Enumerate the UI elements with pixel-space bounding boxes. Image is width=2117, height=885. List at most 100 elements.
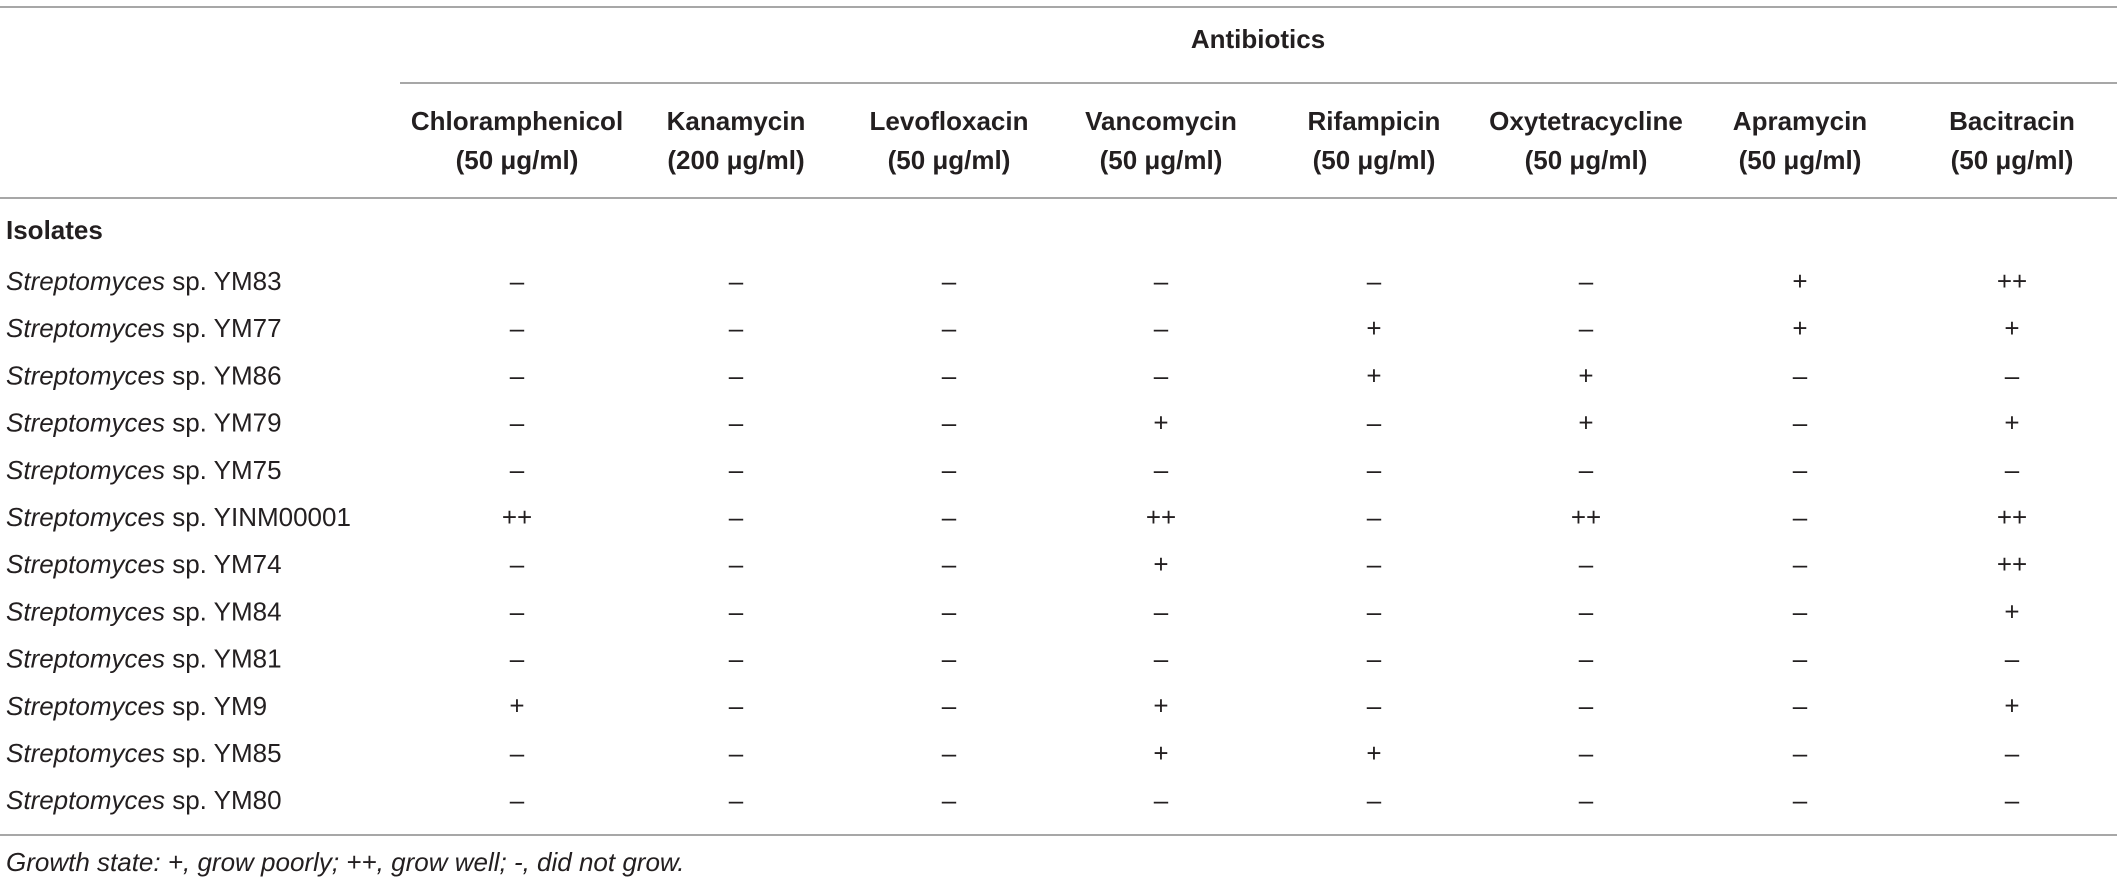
growth-cell: – <box>729 785 744 815</box>
growth-cell: – <box>1579 455 1594 485</box>
growth-cell: – <box>510 738 525 768</box>
growth-cell: – <box>942 691 957 721</box>
strain: sp. YM84 <box>172 596 281 626</box>
growth-cell: – <box>1367 455 1382 485</box>
growth-cell: – <box>510 596 525 626</box>
isolate-name: Streptomyces sp. YM74 <box>6 549 282 579</box>
column-dose: (50 μg/ml) <box>1100 145 1223 175</box>
growth-cell: – <box>1367 596 1382 626</box>
growth-cell: ++ <box>1571 502 1601 532</box>
growth-cell: – <box>729 738 744 768</box>
genus: Streptomyces <box>6 738 165 768</box>
growth-cell: – <box>1579 596 1594 626</box>
growth-cell: – <box>1579 785 1594 815</box>
growth-cell: – <box>942 455 957 485</box>
column-name: Kanamycin <box>667 106 806 136</box>
growth-cell: ++ <box>1997 549 2027 579</box>
growth-cell: – <box>510 360 525 390</box>
strain: sp. YM77 <box>172 313 281 343</box>
growth-cell: – <box>1793 502 1808 532</box>
footnote: Growth state: +, grow poorly; ++, grow w… <box>6 847 684 877</box>
growth-cell: – <box>729 549 744 579</box>
growth-cell: – <box>729 360 744 390</box>
growth-cell: – <box>1793 738 1808 768</box>
growth-cell: – <box>729 455 744 485</box>
growth-cell: – <box>942 596 957 626</box>
growth-cell: – <box>510 266 525 296</box>
growth-cell: – <box>1154 313 1169 343</box>
growth-cell: ++ <box>502 502 532 532</box>
isolate-name: Streptomyces sp. YM85 <box>6 738 282 768</box>
column-dose: (50 μg/ml) <box>888 145 1011 175</box>
growth-cell: – <box>1367 785 1382 815</box>
growth-cell: – <box>2005 643 2020 673</box>
growth-cell: – <box>2005 738 2020 768</box>
growth-cell: – <box>1367 643 1382 673</box>
growth-cell: – <box>1579 738 1594 768</box>
growth-cell: – <box>2005 455 2020 485</box>
strain: sp. YM79 <box>172 407 281 437</box>
genus: Streptomyces <box>6 785 165 815</box>
growth-cell: – <box>1579 313 1594 343</box>
growth-cell: – <box>510 455 525 485</box>
isolate-name: Streptomyces sp. YM84 <box>6 596 282 626</box>
isolate-name: Streptomyces sp. YM81 <box>6 643 282 673</box>
growth-cell: – <box>1154 643 1169 673</box>
growth-cell: – <box>1793 407 1808 437</box>
growth-cell: – <box>942 643 957 673</box>
growth-cell: + <box>1366 360 1381 390</box>
growth-cell: – <box>1793 455 1808 485</box>
growth-cell: – <box>1579 266 1594 296</box>
isolate-name: Streptomyces sp. YM80 <box>6 785 282 815</box>
growth-cell: – <box>1154 266 1169 296</box>
growth-cell: + <box>1792 313 1807 343</box>
genus: Streptomyces <box>6 691 165 721</box>
strain: sp. YM83 <box>172 266 281 296</box>
isolate-name: Streptomyces sp. YM79 <box>6 407 282 437</box>
growth-cell: + <box>1792 266 1807 296</box>
growth-cell: – <box>942 266 957 296</box>
growth-cell: – <box>510 549 525 579</box>
growth-cell: + <box>1153 691 1168 721</box>
growth-cell: – <box>729 407 744 437</box>
growth-cell: – <box>510 313 525 343</box>
growth-cell: – <box>1579 643 1594 673</box>
genus: Streptomyces <box>6 407 165 437</box>
genus: Streptomyces <box>6 455 165 485</box>
growth-cell: – <box>1579 691 1594 721</box>
growth-cell: – <box>1793 596 1808 626</box>
strain: sp. YM9 <box>172 691 267 721</box>
growth-cell: + <box>2004 313 2019 343</box>
genus: Streptomyces <box>6 266 165 296</box>
column-dose: (50 μg/ml) <box>456 145 579 175</box>
growth-cell: ++ <box>1146 502 1176 532</box>
growth-cell: ++ <box>1997 266 2027 296</box>
growth-cell: – <box>1793 360 1808 390</box>
growth-cell: + <box>1153 407 1168 437</box>
isolate-name: Streptomyces sp. YINM00001 <box>6 502 351 532</box>
growth-cell: + <box>2004 407 2019 437</box>
growth-cell: – <box>1154 596 1169 626</box>
column-dose: (50 μg/ml) <box>1951 145 2074 175</box>
growth-cell: – <box>942 502 957 532</box>
growth-cell: + <box>2004 596 2019 626</box>
growth-cell: – <box>1793 785 1808 815</box>
growth-cell: – <box>729 596 744 626</box>
genus: Streptomyces <box>6 360 165 390</box>
growth-cell: – <box>729 313 744 343</box>
strain: sp. YM86 <box>172 360 281 390</box>
growth-cell: – <box>942 313 957 343</box>
column-dose: (50 μg/ml) <box>1525 145 1648 175</box>
growth-cell: – <box>2005 785 2020 815</box>
growth-cell: – <box>1579 549 1594 579</box>
genus: Streptomyces <box>6 549 165 579</box>
growth-cell: – <box>1154 785 1169 815</box>
isolate-name: Streptomyces sp. YM9 <box>6 691 267 721</box>
growth-cell: + <box>1578 360 1593 390</box>
isolate-name: Streptomyces sp. YM83 <box>6 266 282 296</box>
growth-cell: – <box>942 360 957 390</box>
strain: sp. YINM00001 <box>172 502 351 532</box>
growth-cell: + <box>1366 313 1381 343</box>
growth-cell: – <box>1367 266 1382 296</box>
